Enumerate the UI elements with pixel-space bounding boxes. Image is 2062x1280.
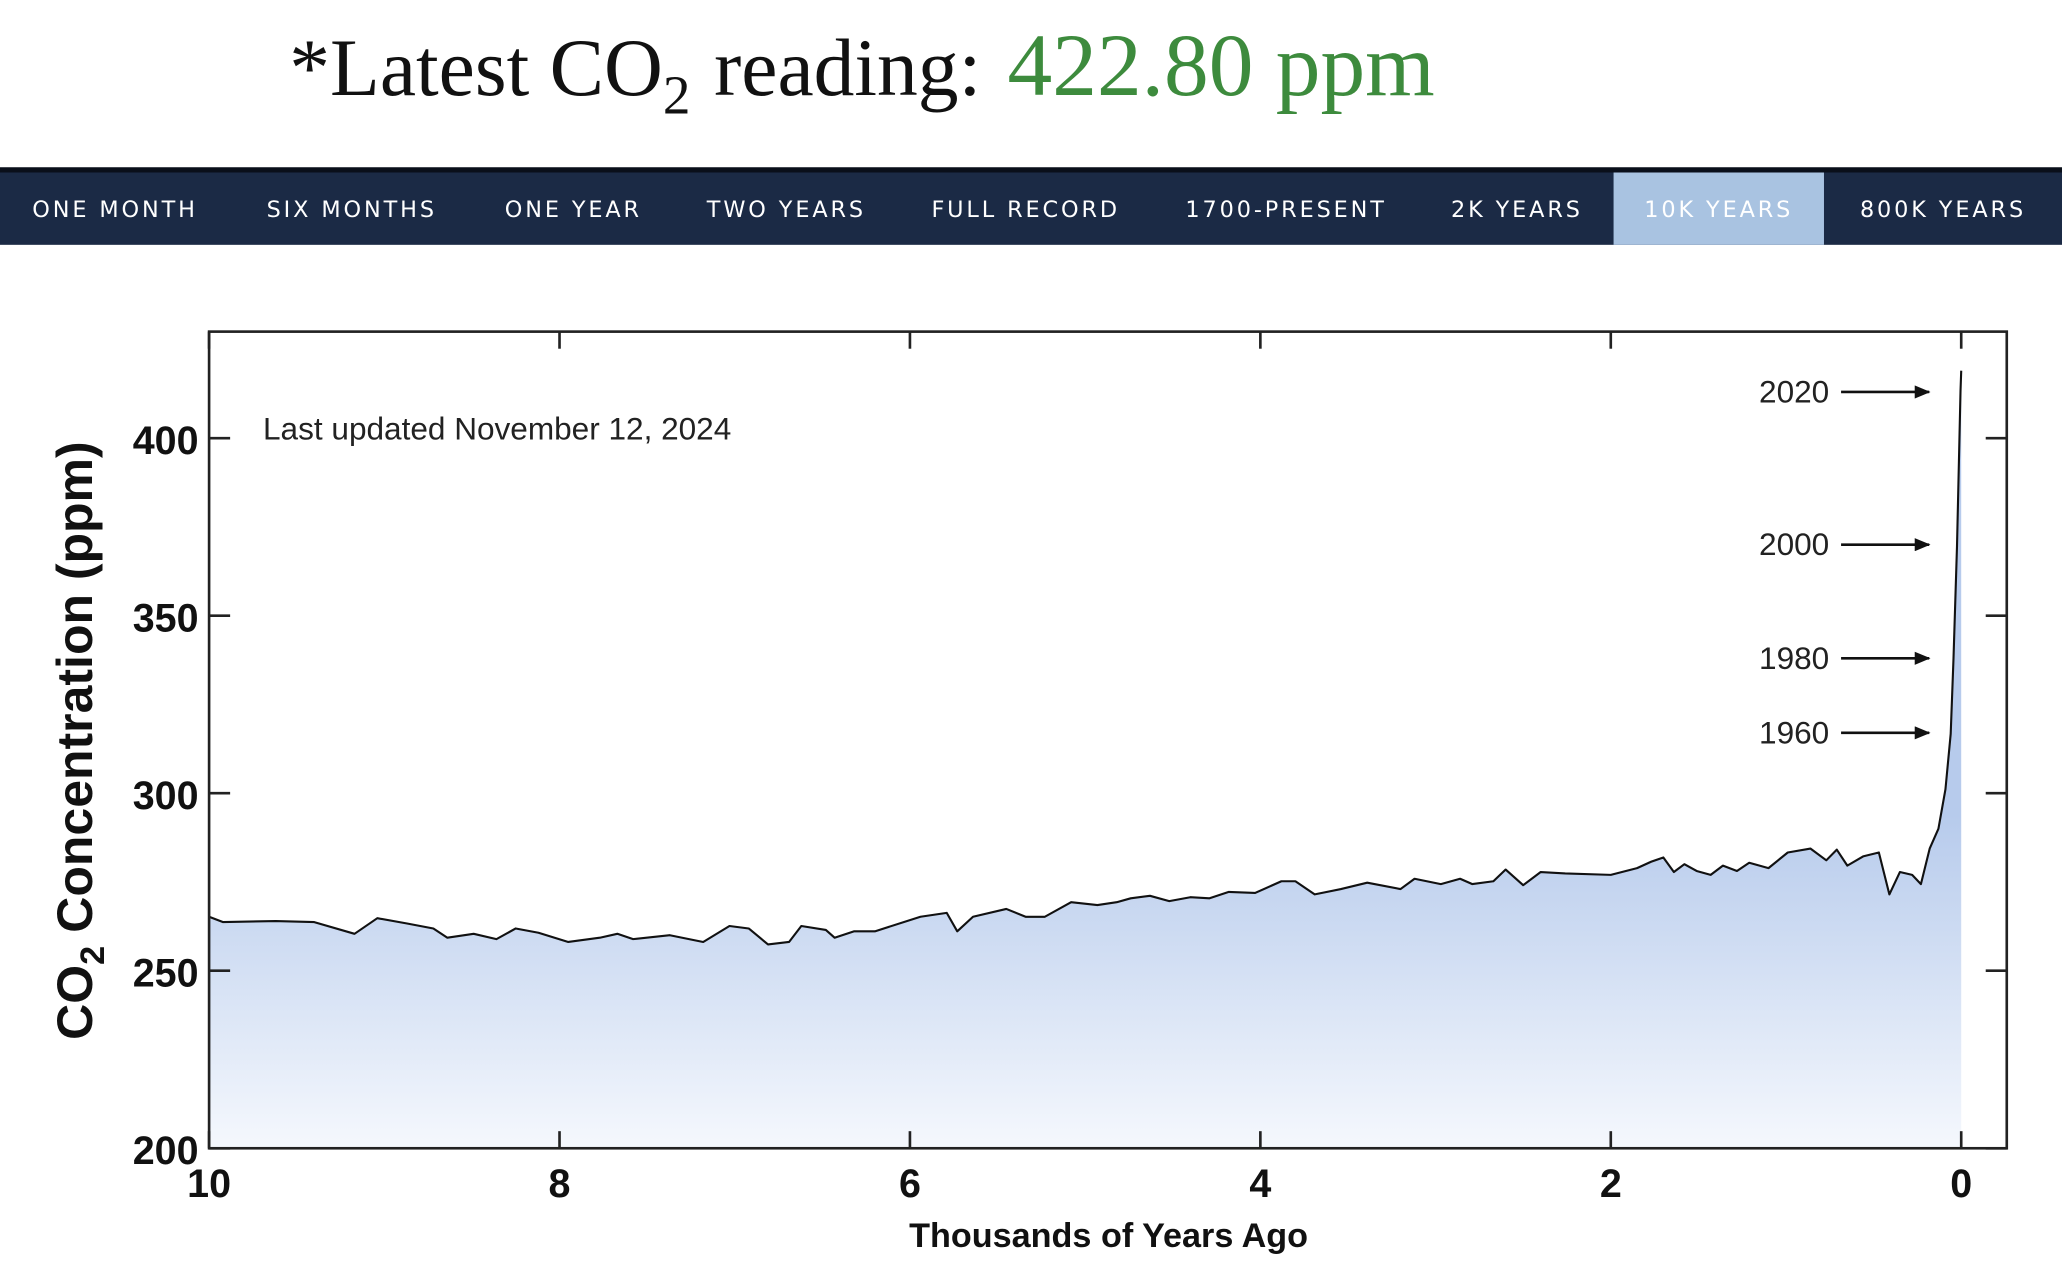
nav-tab-label: ONE MONTH <box>32 197 198 223</box>
marker-label: 1960 <box>1759 714 1829 750</box>
nav-tab[interactable]: TWO YEARS <box>706 197 866 223</box>
nav-tab-label: SIX MONTHS <box>267 197 437 223</box>
marker-label: 2000 <box>1759 526 1829 562</box>
y-tick-label: 350 <box>133 596 199 640</box>
nav-tab[interactable]: 1700-PRESENT <box>1185 197 1386 223</box>
x-tick-label: 10 <box>187 1162 231 1206</box>
y-tick-label: 250 <box>133 952 199 996</box>
plot-frame <box>207 330 2009 1150</box>
nav-tab[interactable]: 800K YEARS <box>1860 197 2026 223</box>
nav-tab[interactable]: 10K YEARS <box>1613 172 1824 245</box>
nav-tab[interactable]: ONE YEAR <box>505 197 642 223</box>
header: *Latest CO2 reading: 422.80 ppm <box>289 16 1434 125</box>
y-tick-label: 200 <box>133 1129 199 1173</box>
x-tick-label: 6 <box>899 1162 921 1206</box>
header-subscript: 2 <box>663 64 691 125</box>
nav-tab[interactable]: SIX MONTHS <box>267 197 437 223</box>
marker-label: 2020 <box>1759 374 1829 410</box>
x-axis-title: Thousands of Years Ago <box>909 1217 1308 1255</box>
annotation: Last updated November 12, 2024 <box>263 410 731 446</box>
nav-border <box>0 167 2062 173</box>
nav-tab-label: TWO YEARS <box>706 197 866 223</box>
header-text: *Latest CO2 reading: 422.80 ppm <box>289 16 1434 125</box>
y-axis-title-subscript: 2 <box>74 946 112 965</box>
x-tick-label: 0 <box>1950 1162 1972 1206</box>
header-value: 422.80 ppm <box>1008 16 1435 115</box>
y-axis-title-prefix: CO <box>47 965 103 1040</box>
nav-tab-active-bg <box>1613 172 1824 245</box>
nav-bar: ONE MONTH SIX MONTHS ONE YEAR TWO YEARS FULL… <box>0 167 2062 245</box>
nav-tab-label: ONE YEAR <box>505 197 642 223</box>
nav-tab[interactable]: ONE MONTH <box>32 197 198 223</box>
y-tick-label: 300 <box>133 774 199 818</box>
header-suffix: reading: <box>714 22 981 113</box>
x-tick-label: 2 <box>1600 1162 1622 1206</box>
nav-tab-label: FULL RECORD <box>931 197 1120 223</box>
nav-tab-label: 10K YEARS <box>1644 197 1793 223</box>
header-prefix: *Latest CO <box>289 22 663 113</box>
nav-tab-label: 1700-PRESENT <box>1185 197 1386 223</box>
x-tick-label: 4 <box>1249 1162 1271 1206</box>
y-tick-label: 400 <box>133 419 199 463</box>
marker-label: 1980 <box>1759 640 1829 676</box>
y-axis-title: CO2 Concentration (ppm) <box>47 441 112 1039</box>
nav-tab[interactable]: 2K YEARS <box>1451 197 1583 223</box>
nav-tab-label: 2K YEARS <box>1451 197 1583 223</box>
y-axis-title-suffix: Concentration (ppm) <box>47 441 103 932</box>
nav-tab-label: 800K YEARS <box>1860 197 2026 223</box>
x-tick-label: 8 <box>549 1162 571 1206</box>
nav-tab[interactable]: FULL RECORD <box>931 197 1120 223</box>
data-line <box>208 370 1963 946</box>
area-fill <box>209 370 1962 1149</box>
